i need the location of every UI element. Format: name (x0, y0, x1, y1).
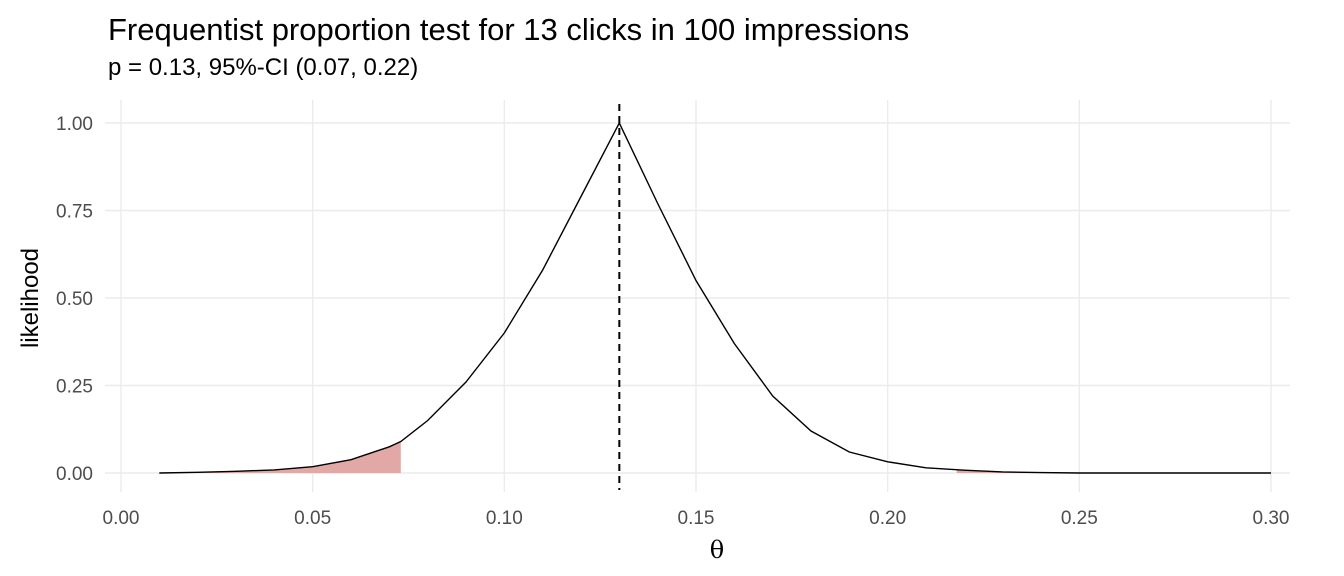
y-tick-label: 0.25 (56, 377, 93, 398)
shaded-region (956, 469, 1271, 473)
x-tick-label: 0.25 (1061, 508, 1098, 529)
chart-subtitle: p = 0.13, 95%-CI (0.07, 0.22) (108, 54, 419, 81)
x-tick-label: 0.20 (869, 508, 906, 529)
shaded-regions (159, 441, 1271, 473)
y-axis-title: likelihood (17, 248, 44, 348)
chart-title: Frequentist proportion test for 13 click… (108, 12, 910, 47)
y-tick-label: 0.50 (56, 289, 93, 310)
y-tick-label: 1.00 (56, 114, 93, 135)
x-tick-label: 0.05 (294, 508, 331, 529)
shaded-region (159, 441, 401, 473)
likelihood-curve (159, 121, 1271, 474)
title-block: Frequentist proportion test for 13 click… (108, 10, 909, 86)
x-tick-label: 0.00 (103, 508, 140, 529)
x-axis-ticks: 0.00 0.05 0.10 0.15 0.20 0.25 0.30 (103, 508, 1290, 529)
x-tick-label: 0.10 (486, 508, 523, 529)
y-tick-label: 0.00 (56, 464, 93, 485)
y-axis-ticks: 0.00 0.25 0.50 0.75 1.00 (56, 114, 93, 485)
x-tick-label: 0.15 (678, 508, 715, 529)
series-layer (159, 121, 1271, 474)
x-axis-title: θ (710, 536, 724, 564)
x-tick-label: 0.30 (1253, 508, 1290, 529)
grid (105, 100, 1290, 492)
y-tick-label: 0.75 (56, 202, 93, 223)
